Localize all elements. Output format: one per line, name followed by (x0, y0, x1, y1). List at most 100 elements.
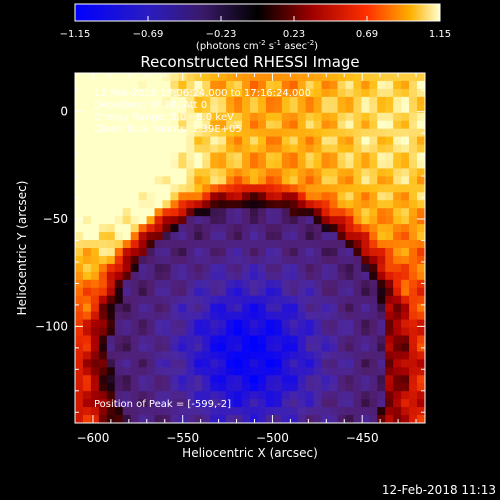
heatmap-cell (75, 263, 84, 273)
heatmap-cell (361, 224, 370, 233)
heatmap-cell (265, 216, 275, 225)
heatmap-cell (75, 128, 84, 138)
heatmap-cell (162, 367, 172, 376)
heatmap-cell (178, 208, 187, 217)
heatmap-cell (273, 279, 283, 289)
heatmap-cell (401, 240, 410, 249)
heatmap-cell (281, 184, 291, 193)
heatmap-cell (289, 160, 299, 170)
heatmap-cell (273, 208, 283, 217)
heatmap-cell (210, 160, 219, 170)
heatmap-cell (417, 176, 425, 185)
heatmap-cell (130, 367, 140, 376)
heatmap-cell (377, 128, 386, 138)
heatmap-cell (273, 375, 283, 384)
heatmap-cell (297, 248, 307, 257)
x-tick-label: −600 (76, 431, 109, 445)
heatmap-cell (273, 80, 283, 90)
heatmap-cell (265, 104, 275, 114)
heatmap-cell (162, 112, 172, 122)
heatmap-cell (329, 343, 339, 352)
heatmap-cell (114, 176, 124, 185)
heatmap-cell (329, 160, 339, 170)
heatmap-cell (353, 168, 362, 177)
heatmap-cell (106, 168, 116, 177)
heatmap-cell (130, 407, 140, 416)
heatmap-cell (321, 120, 331, 130)
heatmap-cell (194, 367, 203, 376)
heatmap-cell (377, 192, 386, 201)
heatmap-cell (178, 263, 187, 273)
heatmap-cell (130, 168, 140, 177)
heatmap-cell (98, 279, 108, 289)
heatmap-cell (202, 200, 211, 209)
heatmap-cell (90, 311, 100, 321)
heatmap-cell (154, 255, 164, 265)
heatmap-cell (234, 271, 243, 281)
heatmap-cell (114, 335, 124, 345)
heatmap-cell (130, 120, 140, 130)
heatmap-cell (162, 160, 172, 170)
heatmap-cell (138, 88, 148, 98)
heatmap-cell (234, 383, 243, 392)
heatmap-cell (82, 263, 92, 273)
heatmap-cell (146, 399, 156, 408)
heatmap-cell (321, 88, 331, 98)
heatmap-cell (114, 80, 124, 90)
heatmap-cell (305, 232, 315, 241)
heatmap-cell (194, 287, 203, 297)
heatmap-cell (417, 359, 425, 368)
heatmap-cell (353, 136, 362, 146)
heatmap-cell (202, 399, 211, 408)
heatmap-cell (226, 383, 235, 392)
heatmap-cell (297, 200, 307, 209)
heatmap-cell (146, 200, 156, 209)
heatmap-cell (218, 248, 227, 257)
heatmap-cell (345, 120, 354, 130)
heatmap-cell (218, 295, 227, 305)
heatmap-cell (122, 391, 132, 400)
heatmap-cell (186, 184, 195, 193)
heatmap-cell (178, 168, 187, 177)
heatmap-cell (114, 104, 124, 114)
heatmap-cell (178, 287, 187, 297)
heatmap-cell (297, 343, 307, 352)
heatmap-cell (218, 200, 227, 209)
heatmap-cell (226, 144, 235, 154)
heatmap-cell (250, 184, 259, 193)
heatmap-cell (313, 351, 323, 360)
heatmap-cell (281, 112, 291, 122)
heatmap-cell (202, 136, 211, 146)
heatmap-cell (250, 343, 259, 352)
heatmap-cell (353, 73, 362, 82)
heatmap-cell (75, 104, 84, 114)
heatmap-cell (345, 295, 354, 305)
heatmap-cell (377, 248, 386, 257)
heatmap-cell (226, 375, 235, 384)
heatmap-cell (353, 335, 362, 345)
heatmap-cell (273, 200, 283, 209)
heatmap-cell (409, 248, 418, 257)
heatmap-cell (194, 80, 203, 90)
heatmap-cell (114, 208, 124, 217)
heatmap-cell (345, 128, 354, 138)
heatmap-cell (321, 176, 331, 185)
heatmap-cell (417, 216, 425, 225)
heatmap-cell (289, 327, 299, 337)
heatmap-cell (98, 255, 108, 265)
heatmap-cell (210, 367, 219, 376)
heatmap-cell (409, 176, 418, 185)
heatmap-cell (393, 192, 402, 201)
heatmap-cell (297, 120, 307, 130)
heatmap-cell (186, 104, 195, 114)
heatmap-cell (210, 407, 219, 416)
heatmap-cell (75, 80, 84, 90)
heatmap-cell (321, 407, 331, 416)
heatmap-cell (401, 319, 410, 329)
heatmap-cell (210, 319, 219, 329)
heatmap-cell (305, 367, 315, 376)
heatmap-cell (218, 407, 227, 416)
heatmap-cell (385, 88, 394, 98)
heatmap-cell (265, 351, 275, 360)
